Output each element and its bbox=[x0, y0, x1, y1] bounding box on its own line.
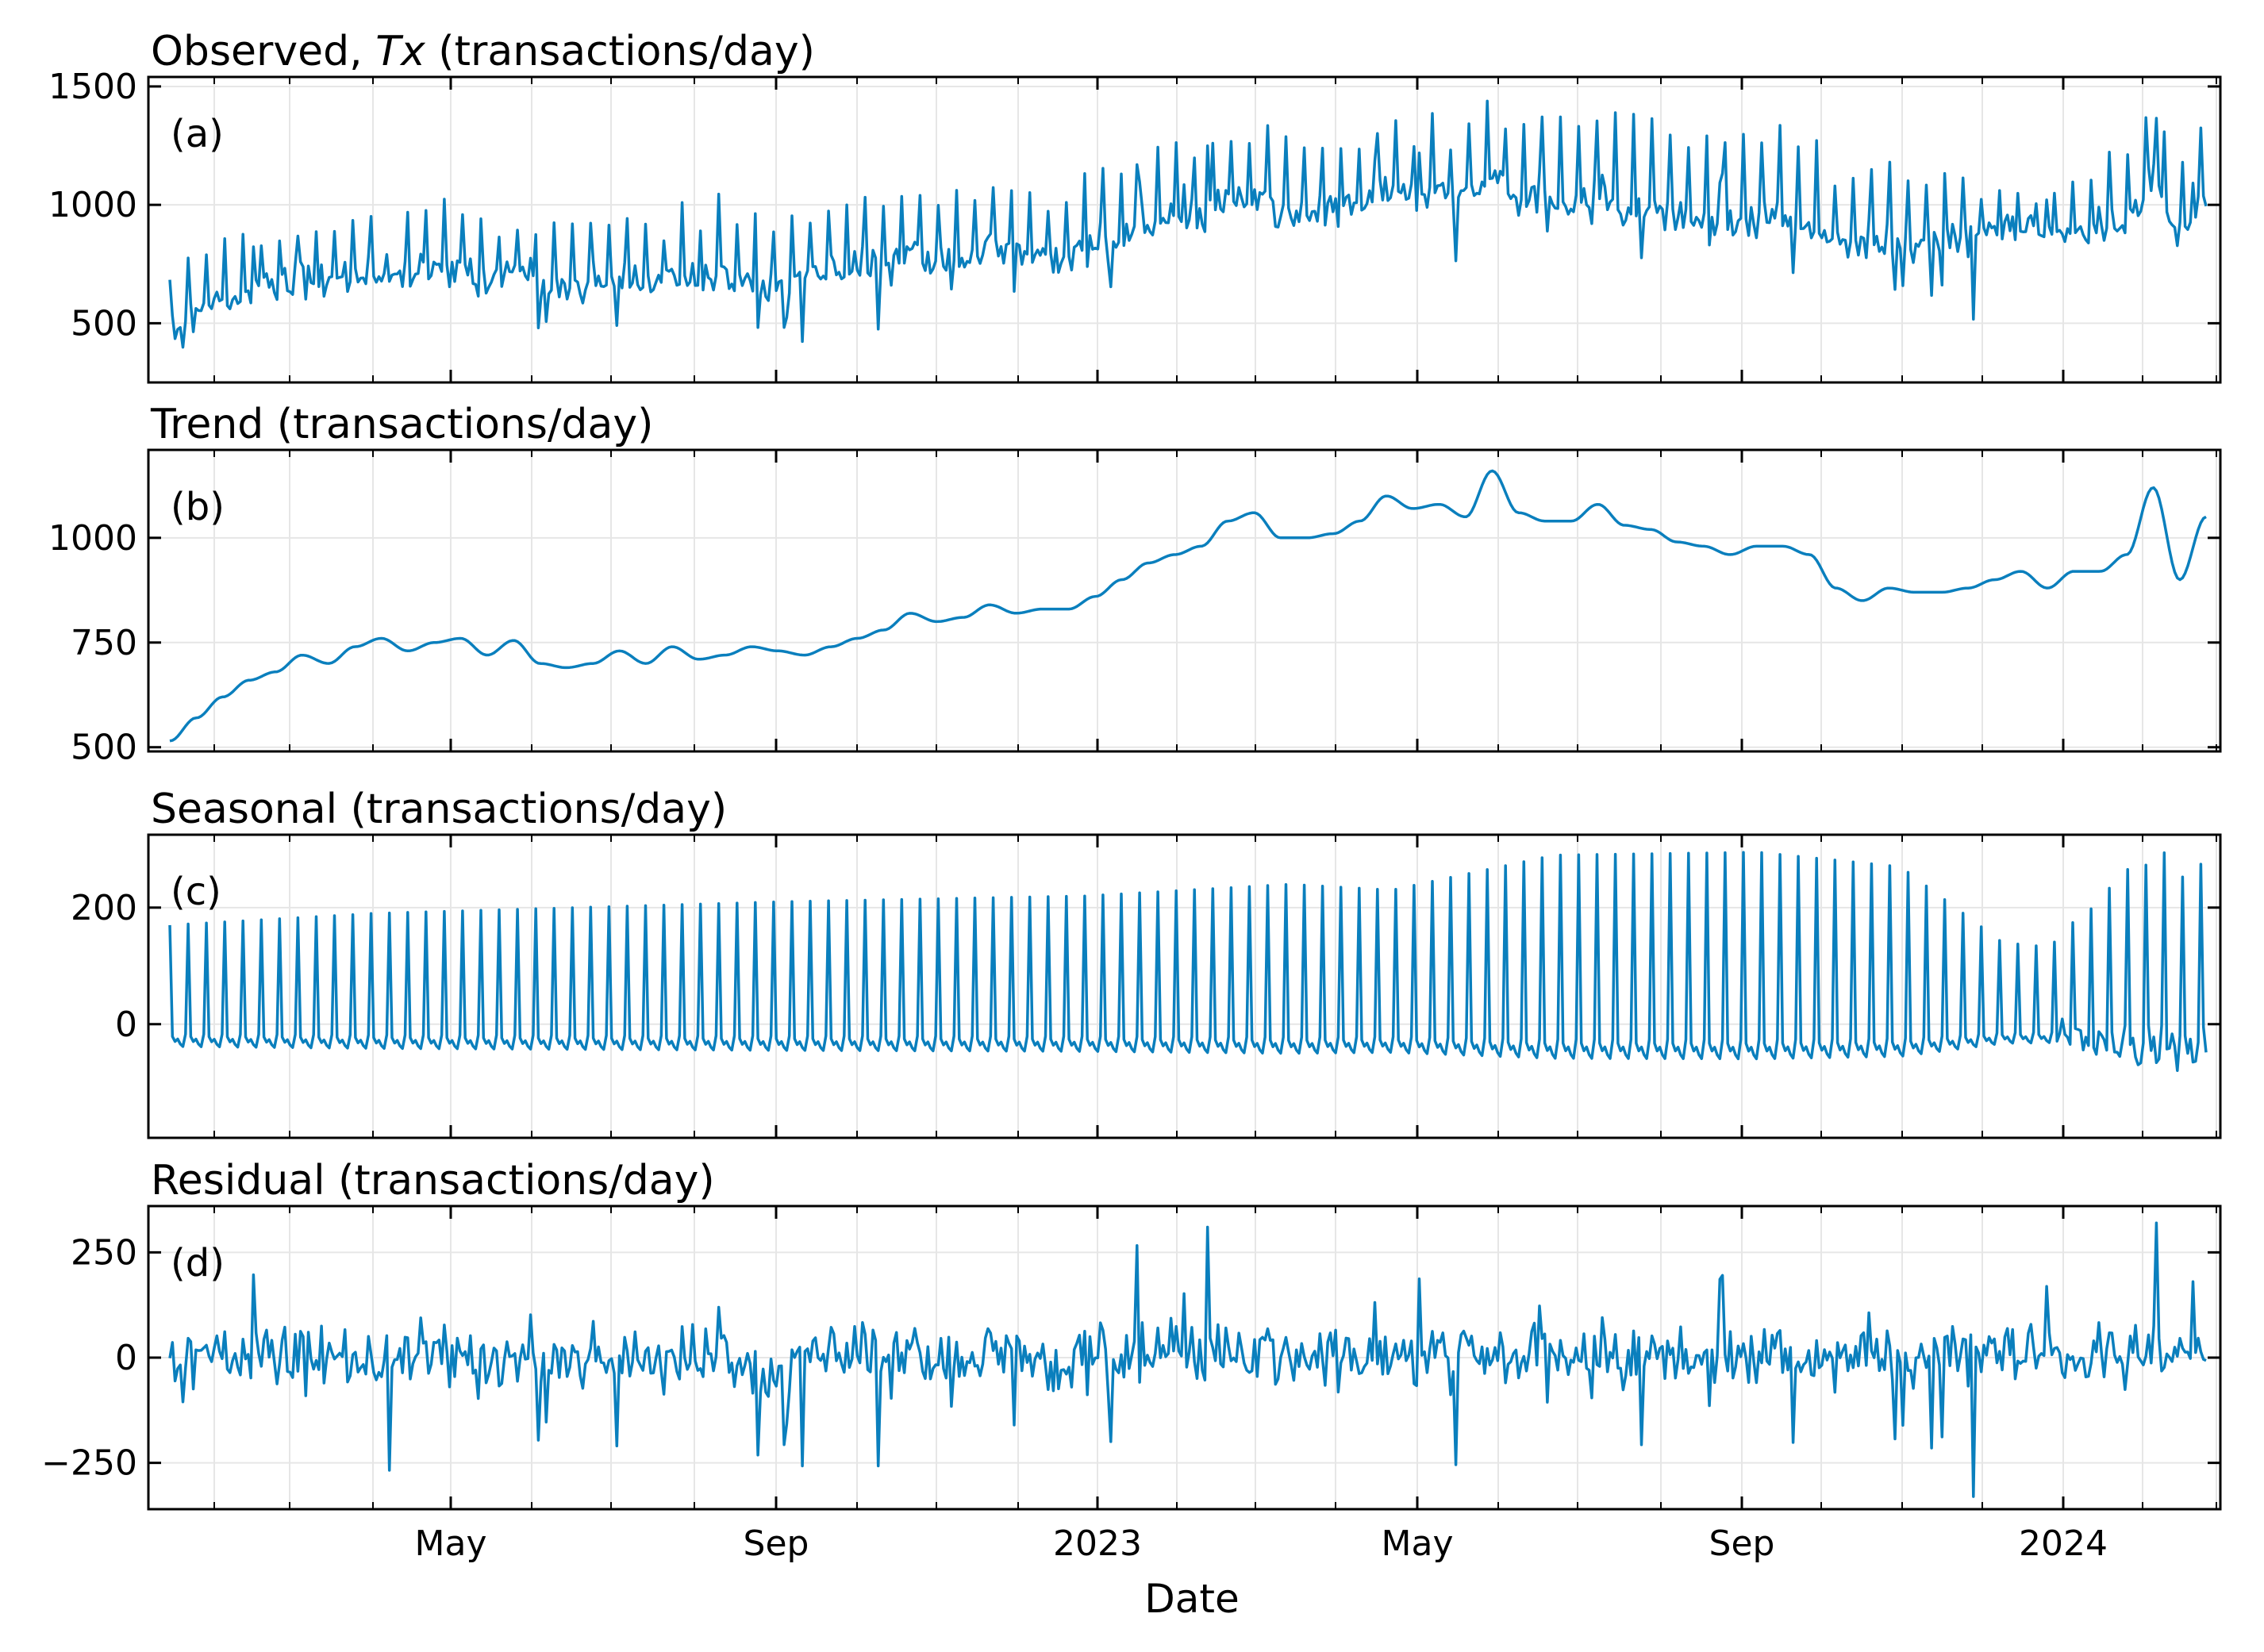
panel-title-residual: Residual (transactions/day) bbox=[151, 1157, 715, 1204]
y-tick-label: 250 bbox=[71, 1232, 137, 1273]
panel-label-b: (b) bbox=[171, 485, 225, 529]
y-tick-label: 500 bbox=[71, 728, 137, 768]
y-tick-label: 0 bbox=[115, 1338, 137, 1378]
axes-frame-observed bbox=[147, 75, 2222, 384]
x-tick-label: Sep bbox=[1709, 1523, 1775, 1564]
panel-trend: Trend (transactions/day) 500 750 1000 (b) bbox=[48, 401, 2222, 768]
series-line-seasonal bbox=[168, 851, 2208, 1072]
x-tick-label: May bbox=[415, 1523, 487, 1564]
panel-residual: Residual (transactions/day) −250 0 250 (d) bbox=[41, 1157, 2222, 1511]
x-tick-label: Sep bbox=[744, 1523, 809, 1564]
y-tick-label: −250 bbox=[41, 1443, 137, 1484]
panel-seasonal: Seasonal (transactions/day) 0 200 (c) bbox=[71, 786, 2222, 1139]
panel-label-a: (a) bbox=[171, 112, 224, 156]
x-tick-label: 2023 bbox=[1053, 1523, 1142, 1564]
panel-label-c: (c) bbox=[171, 870, 221, 914]
axes-frame-trend bbox=[147, 448, 2222, 753]
panel-observed: Observed, Tx (transactions/day) 500 1000 1… bbox=[48, 28, 2222, 384]
panel-title-observed: Observed, Tx (transactions/day) bbox=[151, 28, 815, 75]
series-line-observed bbox=[168, 99, 2208, 349]
y-tick-label: 200 bbox=[71, 888, 137, 928]
panel-label-d: (d) bbox=[171, 1241, 225, 1285]
y-tick-label: 0 bbox=[115, 1005, 137, 1045]
x-axis-label: Date bbox=[1144, 1576, 1240, 1622]
x-tick-label: May bbox=[1382, 1523, 1454, 1564]
series-line-trend bbox=[169, 469, 2207, 743]
y-tick-label: 1000 bbox=[48, 185, 137, 225]
y-tick-label: 500 bbox=[71, 303, 137, 344]
y-tick-label: 750 bbox=[71, 623, 137, 663]
panel-title-seasonal: Seasonal (transactions/day) bbox=[151, 786, 727, 833]
y-tick-label: 1500 bbox=[48, 67, 137, 107]
panel-title-trend: Trend (transactions/day) bbox=[150, 401, 653, 448]
axes-frame-seasonal bbox=[147, 833, 2222, 1139]
x-tick-label: 2024 bbox=[2019, 1523, 2108, 1564]
series-line-residual bbox=[168, 1221, 2207, 1498]
y-tick-label: 1000 bbox=[48, 518, 137, 559]
